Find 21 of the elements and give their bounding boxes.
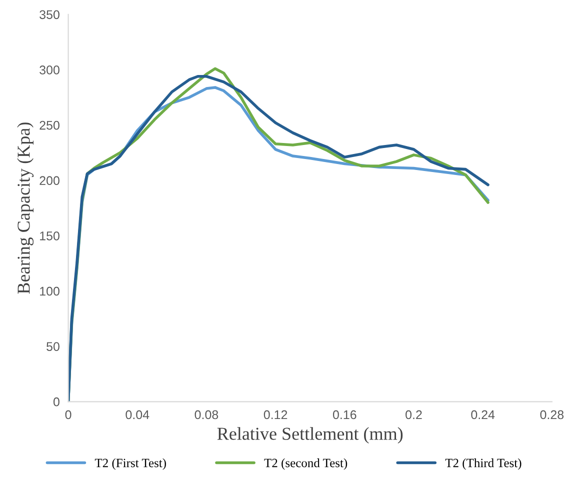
x-tick-label: 0.04 [126, 410, 150, 420]
x-tick-label: 0.12 [264, 410, 288, 420]
legend-label: T2 (First Test) [94, 458, 166, 470]
legend-label: T2 (Third Test) [445, 458, 522, 470]
y-tick-label: 100 [40, 286, 60, 296]
x-tick-label: 0.16 [332, 410, 356, 420]
y-tick-label: 0 [53, 397, 60, 406]
x-tick-label: 0 [65, 410, 72, 420]
y-tick-label: 350 [40, 10, 60, 20]
y-axis-title: Bearing Capacity (Kpa) [17, 122, 34, 294]
x-tick-label: 0.2 [406, 410, 422, 420]
y-tick-label: 300 [40, 66, 60, 74]
x-axis-title: Relative Settlement (mm) [217, 427, 403, 444]
legend-label: T2 (second Test) [264, 458, 348, 470]
y-tick-label: 200 [40, 176, 60, 186]
y-tick-label: 250 [40, 120, 60, 130]
x-tick-label: 0.28 [540, 410, 564, 420]
y-tick-label: 150 [40, 231, 60, 240]
x-tick-label: 0.24 [471, 410, 495, 420]
y-tick-label: 50 [46, 342, 60, 351]
x-tick-label: 0.08 [194, 410, 218, 420]
